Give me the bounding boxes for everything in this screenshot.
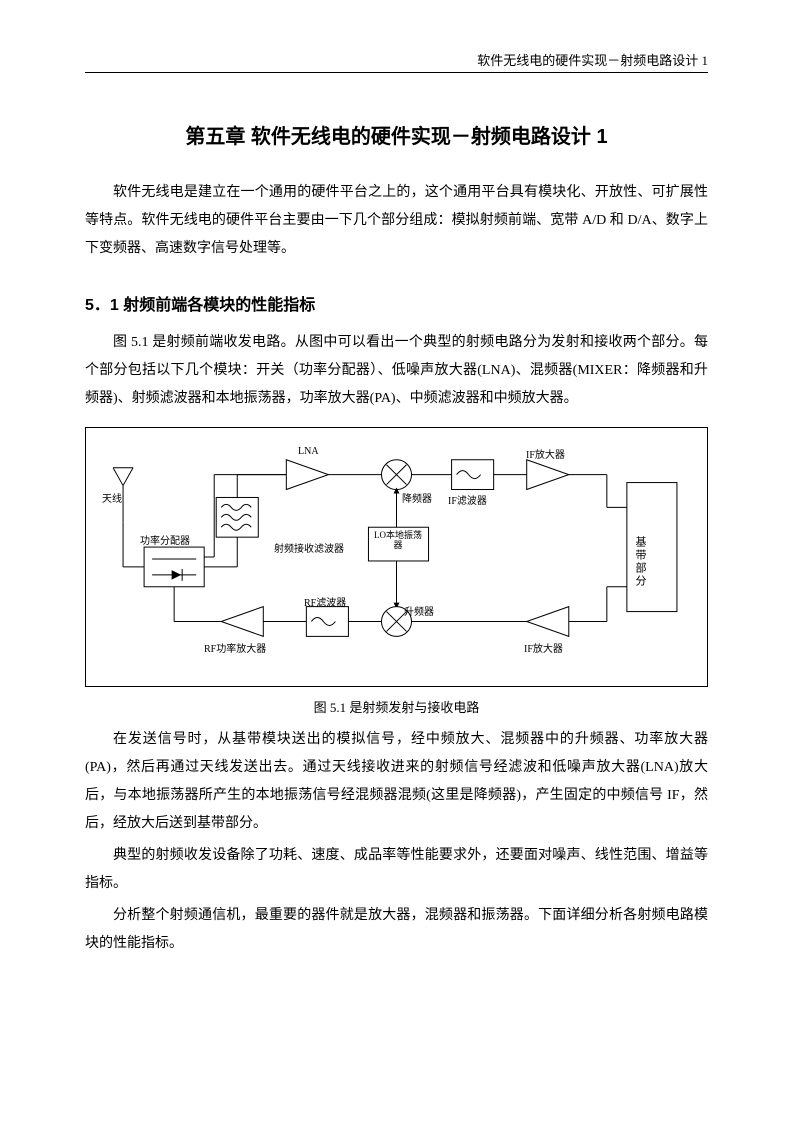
label-rf-filter-tx: RF滤波器 (304, 594, 346, 609)
label-if-amp-rx: IF放大器 (526, 446, 565, 461)
label-baseband: 基带部分 (632, 536, 648, 588)
section-5-1-p1: 图 5.1 是射频前端收发电路。从图中可以看出一个典型的射频电路分为发射和接收两… (85, 329, 708, 413)
section-5-1-title: 5．1 射频前端各模块的性能指标 (85, 291, 708, 315)
body-p2: 在发送信号时，从基带模块送出的模拟信号，经中频放大、混频器中的升频器、功率放大器… (85, 726, 708, 838)
label-antenna: 天线 (102, 490, 122, 505)
running-head: 软件无线电的硬件实现－射频电路设计 1 (477, 50, 708, 69)
body-p3: 典型的射频收发设备除了功耗、速度、成品率等性能要求外，还要面对噪声、线性范围、增… (85, 842, 708, 898)
label-splitter: 功率分配器 (140, 532, 190, 547)
figure-5-1: 天线 功率分配器 射频接收滤波器 LNA 降频器 IF滤波器 IF放大器 LO本… (85, 427, 708, 716)
intro-paragraph: 软件无线电是建立在一个通用的硬件平台之上的，这个通用平台具有模块化、开放性、可扩… (85, 179, 708, 263)
label-down-mixer: 降频器 (402, 490, 432, 505)
body-p4: 分析整个射频通信机，最重要的器件就是放大器，混频器和振荡器。下面详细分析各射频电… (85, 902, 708, 958)
label-if-filter: IF滤波器 (448, 492, 487, 507)
header-rule (85, 72, 708, 73)
label-pa: RF功率放大器 (204, 640, 266, 655)
rf-block-diagram: 天线 功率分配器 射频接收滤波器 LNA 降频器 IF滤波器 IF放大器 LO本… (85, 427, 708, 687)
diagram-svg (86, 428, 707, 686)
label-up-mixer: 升频器 (404, 603, 434, 618)
label-lo: LO本地振荡器 (371, 531, 425, 551)
figure-5-1-caption: 图 5.1 是射频发射与接收电路 (85, 697, 708, 716)
label-rf-rx-filter: 射频接收滤波器 (264, 540, 354, 555)
label-lna: LNA (298, 446, 319, 457)
label-if-amp-tx: IF放大器 (524, 640, 563, 655)
chapter-title: 第五章 软件无线电的硬件实现－射频电路设计 1 (85, 120, 708, 149)
